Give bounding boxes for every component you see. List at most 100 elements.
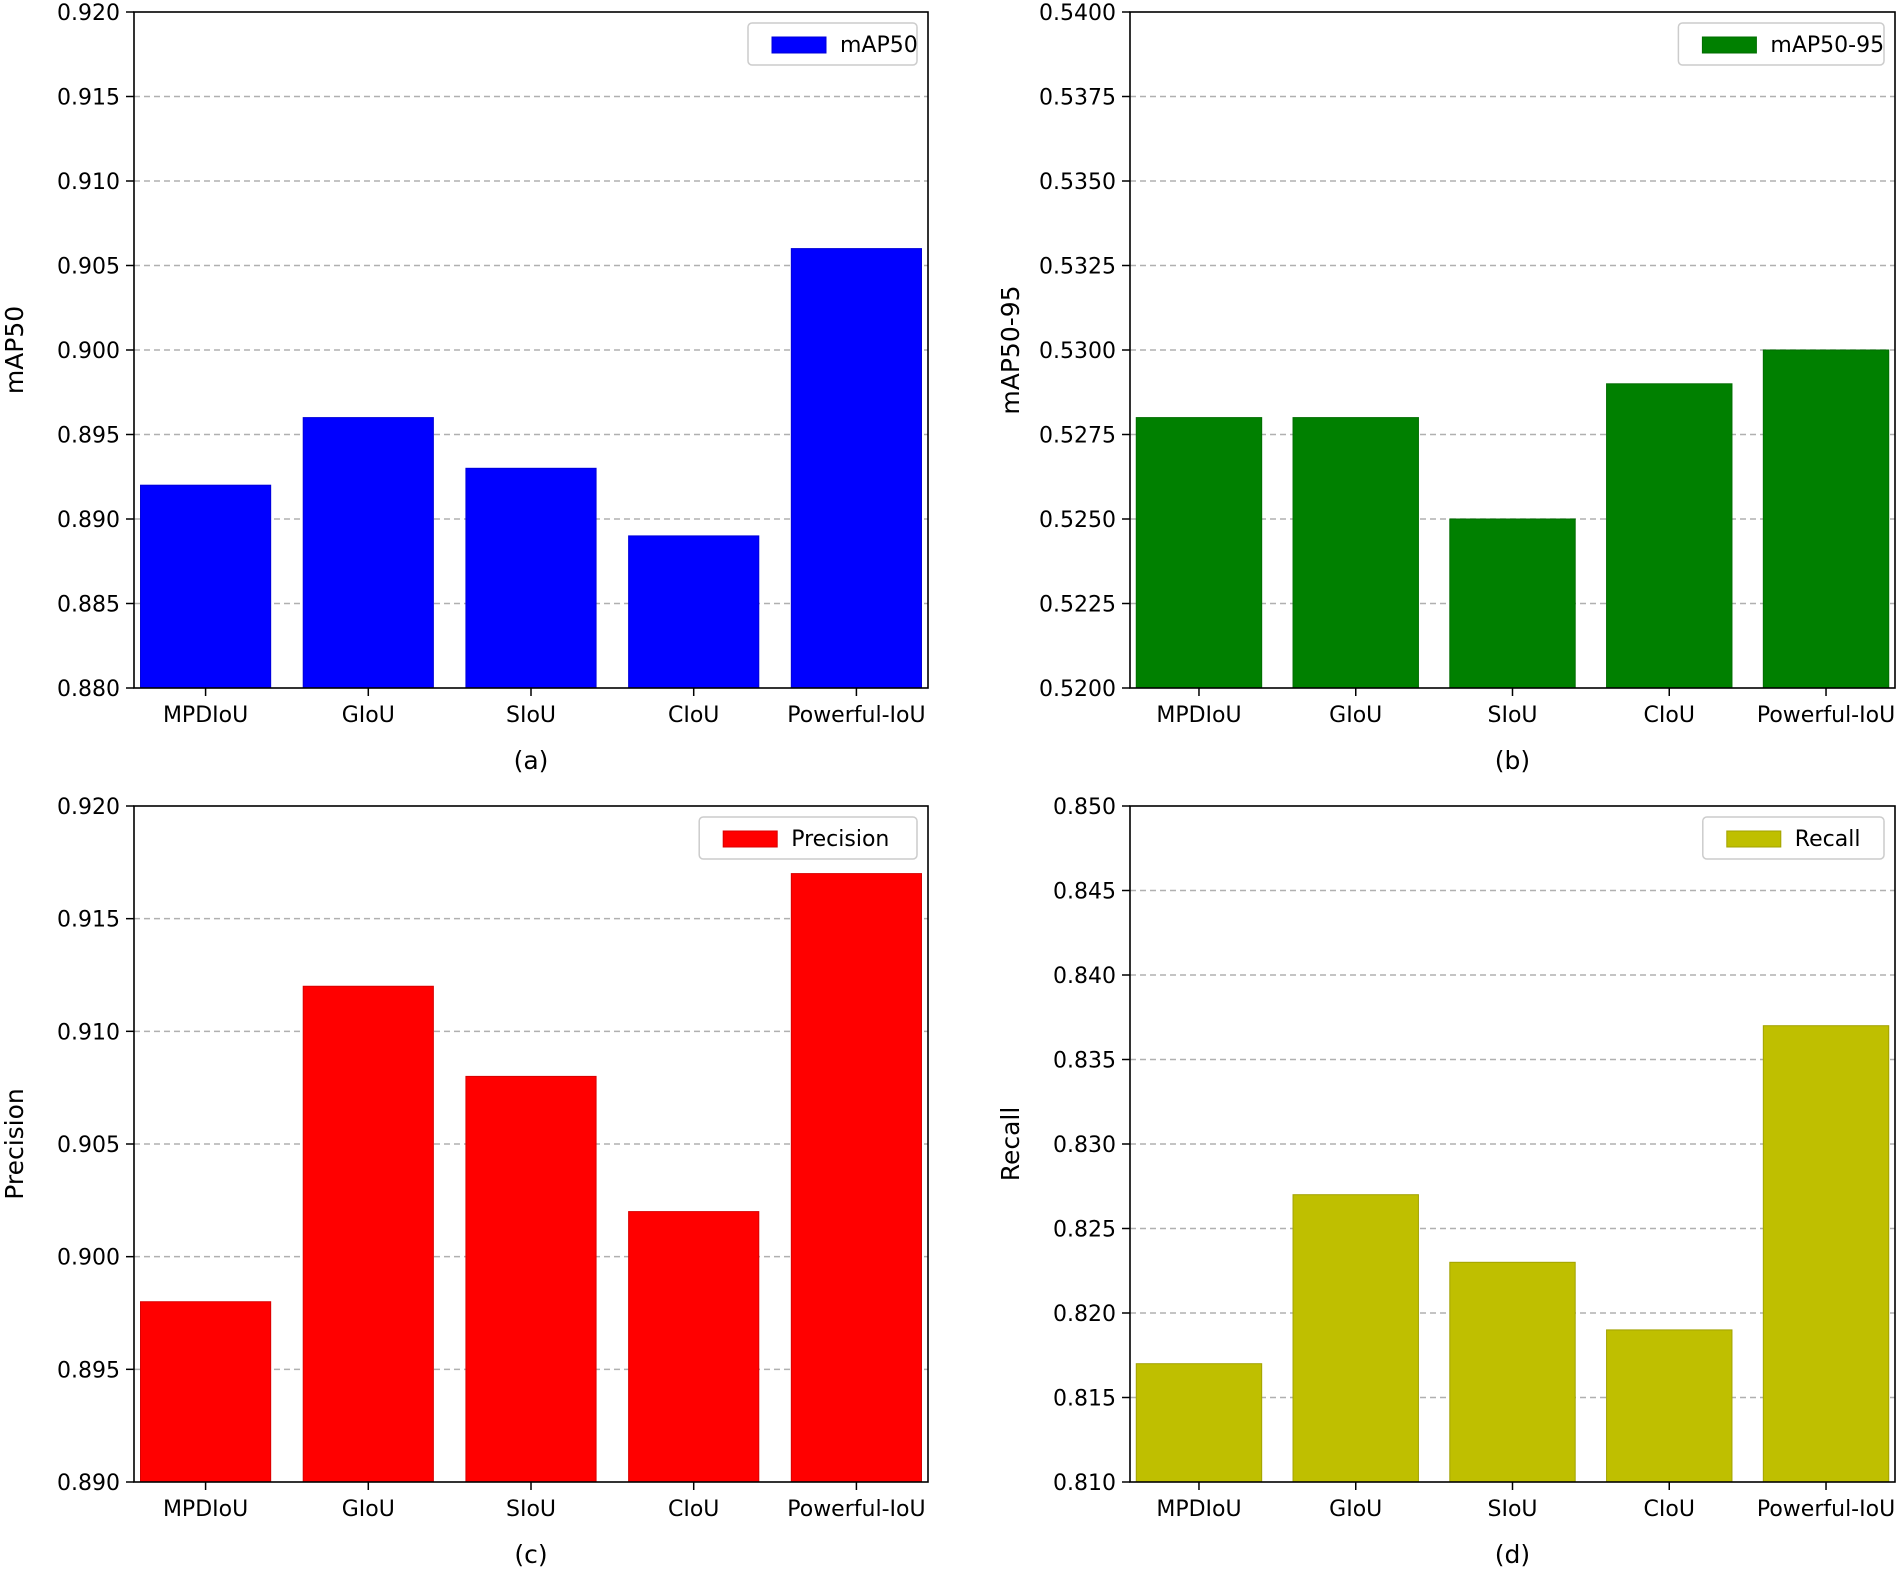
chart-c-bar-powerful-iou [790,873,922,1483]
chart-a-xtick-label: CIoU [668,703,719,728]
chart-b-bar-siou [1449,518,1576,689]
chart-d-legend-box [1702,816,1885,860]
chart-d-ytick-label: 0.850 [1053,795,1116,820]
chart-a-legend: mAP50 [747,22,918,66]
chart-b-ytick-label: 0.5275 [1039,424,1116,449]
chart-c-legend: Precision [698,816,918,860]
chart-a-ytick-label: 0.885 [57,593,120,618]
chart-d-ytick-label: 0.820 [1053,1302,1116,1327]
chart-a-legend-box [747,22,918,66]
chart-d-ytick-label: 0.835 [1053,1049,1116,1074]
chart-a-ytick-label: 0.890 [57,508,120,533]
chart-a-bar-powerful-iou [790,248,922,689]
chart-b-xtick-label: GIoU [1329,703,1382,728]
chart-a-xtick-label: Powerful-IoU [787,703,925,728]
chart-b-ytick-label: 0.5300 [1039,339,1116,364]
chart-c-caption: (c) [514,1540,547,1569]
chart-d-ytick-label: 0.815 [1053,1387,1116,1412]
chart-d-ytick-label: 0.825 [1053,1218,1116,1243]
chart-d-xtick-label: Powerful-IoU [1757,1497,1895,1522]
chart-d-ytick-label: 0.830 [1053,1133,1116,1158]
chart-c-legend-swatch [722,830,778,848]
chart-b-xtick-label: CIoU [1644,703,1695,728]
chart-a-xtick-label: GIoU [342,703,395,728]
chart-b-ytick-label: 0.5400 [1039,1,1116,26]
chart-a-bar-ciou [628,535,760,689]
chart-b-xtick-label: MPDIoU [1156,703,1241,728]
chart-a-bar-siou [465,467,597,689]
chart-c-bar-giou [302,985,434,1483]
chart-a-ylabel: mAP50 [0,306,29,394]
chart-c-xtick-label: SIoU [506,1497,556,1522]
chart-a-ytick-label: 0.900 [57,339,120,364]
chart-b: 0.5200 0.5225 0.5250 0.5275 0.5300 0.5325 0.53… [996,1,1896,775]
chart-c-ytick-label: 0.915 [57,908,120,933]
chart-d-legend-swatch [1726,830,1782,848]
chart-a-xtick-label: MPDIoU [163,703,248,728]
chart-c-ytick-label: 0.890 [57,1471,120,1496]
chart-d-caption: (d) [1495,1540,1530,1569]
chart-a-bar-giou [302,417,434,689]
chart-b-bar-giou [1292,417,1419,689]
chart-b-bar-powerful-iou [1762,349,1890,689]
chart-b-bar-mpdiou [1135,417,1263,689]
chart-d-legend-label: Recall [1795,827,1861,852]
chart-c-xtick-label: Powerful-IoU [787,1497,925,1522]
chart-a-ytick-label: 0.880 [57,677,120,702]
chart-b-ytick-label: 0.5375 [1039,86,1116,111]
chart-c-bar-siou [465,1075,597,1483]
chart-d-bar-giou [1292,1194,1419,1483]
chart-d-xtick-label: GIoU [1329,1497,1382,1522]
chart-b-ytick-label: 0.5250 [1039,508,1116,533]
chart-a-caption: (a) [514,746,549,775]
chart-b-caption: (b) [1495,746,1530,775]
chart-c: 0.890 0.895 0.900 0.905 0.910 0.915 0.920 MPDIo… [0,795,929,1569]
chart-a-ytick-label: 0.905 [57,255,120,280]
chart-b-legend-box [1677,22,1885,66]
chart-a-ytick-label: 0.910 [57,170,120,195]
chart-c-ylabel: Precision [0,1088,29,1200]
chart-d-bar-ciou [1606,1329,1733,1483]
chart-c-ytick-label: 0.900 [57,1246,120,1271]
chart-a-bar-mpdiou [140,484,272,689]
chart-d-ytick-label: 0.810 [1053,1471,1116,1496]
chart-d-xtick-label: CIoU [1644,1497,1695,1522]
chart-a-legend-swatch [771,36,827,54]
chart-c-ytick-label: 0.895 [57,1358,120,1383]
chart-b-ytick-label: 0.5325 [1039,255,1116,280]
chart-b-bar-ciou [1606,383,1733,689]
chart-b-legend-label: mAP50-95 [1770,33,1884,58]
chart-d-ytick-label: 0.840 [1053,964,1116,989]
chart-a-legend-label: mAP50 [840,33,918,58]
chart-c-ytick-label: 0.920 [57,795,120,820]
chart-a-ytick-label: 0.915 [57,86,120,111]
chart-d-bar-mpdiou [1135,1363,1263,1483]
chart-d-legend: Recall [1702,816,1885,860]
chart-a-xtick-label: SIoU [506,703,556,728]
chart-a-ytick-label: 0.920 [57,1,120,26]
chart-d-bar-siou [1449,1261,1576,1483]
chart-b-ylabel: mAP50-95 [996,285,1025,414]
chart-d-ylabel: Recall [996,1107,1025,1182]
chart-b-xtick-label: Powerful-IoU [1757,703,1895,728]
chart-c-ytick-label: 0.905 [57,1133,120,1158]
chart-c-ytick-label: 0.910 [57,1020,120,1045]
chart-d: 0.810 0.815 0.820 0.825 0.830 0.835 0.840 0.845… [996,795,1896,1569]
chart-b-legend-swatch [1701,36,1757,54]
chart-d-bar-powerful-iou [1762,1025,1890,1483]
chart-b-xtick-label: SIoU [1487,703,1537,728]
chart-c-bar-ciou [628,1211,760,1483]
chart-c-xtick-label: MPDIoU [163,1497,248,1522]
chart-c-legend-label: Precision [791,827,889,852]
chart-d-ytick-label: 0.845 [1053,880,1116,905]
chart-c-legend-box [698,816,918,860]
chart-b-ytick-label: 0.5225 [1039,593,1116,618]
chart-b-legend: mAP50-95 [1677,22,1885,66]
chart-c-bar-mpdiou [140,1301,272,1483]
chart-d-xtick-label: SIoU [1487,1497,1537,1522]
chart-b-ytick-label: 0.5350 [1039,170,1116,195]
chart-c-xtick-label: GIoU [342,1497,395,1522]
chart-d-xtick-label: MPDIoU [1156,1497,1241,1522]
chart-a: 0.880 0.885 0.890 0.895 0.900 0.905 0.910 0.915… [0,1,929,775]
